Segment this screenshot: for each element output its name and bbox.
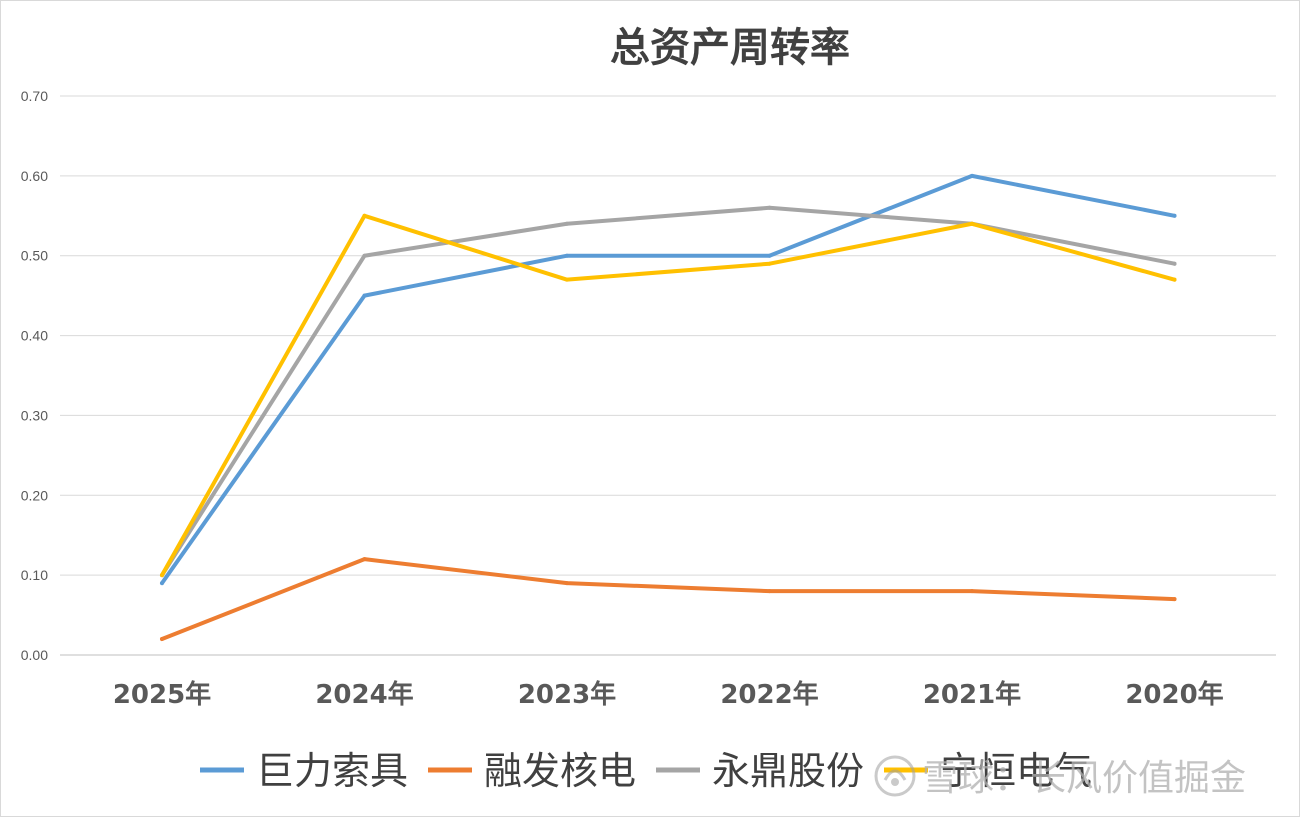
series-line-0 bbox=[160, 173, 1177, 586]
data-point bbox=[160, 637, 164, 642]
series-line-1 bbox=[160, 557, 1177, 642]
legend-label: 融发核电 bbox=[484, 749, 636, 793]
data-point bbox=[767, 589, 772, 594]
data-point bbox=[160, 573, 164, 578]
data-point bbox=[565, 253, 569, 258]
x-tick-label: 2025年 bbox=[113, 679, 211, 710]
x-tick-label: 2024年 bbox=[315, 679, 413, 710]
data-point bbox=[362, 293, 367, 298]
series-line-3 bbox=[160, 213, 1177, 578]
x-tick-label: 2022年 bbox=[720, 679, 818, 710]
data-point bbox=[160, 581, 164, 586]
data-point bbox=[362, 213, 367, 218]
y-tick-label: 0.10 bbox=[21, 567, 48, 583]
data-point bbox=[1172, 597, 1177, 602]
y-tick-label: 0.60 bbox=[21, 168, 48, 184]
snowball-logo-icon bbox=[874, 755, 916, 797]
x-axis-ticks: 2025年 2024年 2023年 2022年 2021年 2020年 bbox=[113, 679, 1224, 710]
data-point bbox=[1172, 261, 1177, 266]
data-point bbox=[565, 277, 569, 282]
legend-label: 宁恒电气 bbox=[940, 749, 1092, 793]
y-tick-label: 0.40 bbox=[21, 328, 48, 344]
data-point bbox=[565, 581, 569, 586]
data-point bbox=[1172, 213, 1177, 218]
legend-label: 巨力索具 bbox=[256, 749, 408, 793]
legend-label: 永鼎股份 bbox=[712, 749, 864, 793]
data-point bbox=[362, 557, 367, 562]
watermark-text: 雪球：长风价值掘金 bbox=[922, 758, 1246, 799]
data-point bbox=[565, 221, 569, 226]
data-point bbox=[767, 253, 772, 258]
series-line-2 bbox=[160, 205, 1177, 578]
chart-title: 总资产周转率 bbox=[610, 24, 850, 71]
data-point bbox=[1172, 277, 1177, 282]
y-tick-label: 0.00 bbox=[21, 647, 48, 663]
x-tick-label: 2020年 bbox=[1125, 679, 1223, 710]
data-point bbox=[767, 205, 772, 210]
y-tick-label: 0.50 bbox=[21, 248, 48, 264]
y-tick-label: 0.20 bbox=[21, 487, 48, 503]
data-point bbox=[970, 173, 974, 178]
y-tick-label: 0.30 bbox=[21, 407, 48, 423]
watermark: 雪球：长风价值掘金 bbox=[874, 755, 1246, 799]
legend: 巨力索具 融发核电 永鼎股份 宁恒电气 bbox=[200, 749, 1092, 793]
x-tick-label: 2023年 bbox=[518, 679, 616, 710]
y-axis-ticks: 0.00 0.10 0.20 0.30 0.40 0.50 0.60 0.70 bbox=[21, 88, 48, 663]
data-point bbox=[767, 261, 772, 266]
series-lines bbox=[160, 173, 1177, 642]
data-point bbox=[362, 253, 367, 258]
gridlines bbox=[60, 95, 1276, 656]
x-tick-label: 2021年 bbox=[923, 679, 1021, 710]
data-point bbox=[970, 221, 974, 226]
y-tick-label: 0.70 bbox=[21, 88, 48, 104]
data-point bbox=[970, 589, 974, 594]
